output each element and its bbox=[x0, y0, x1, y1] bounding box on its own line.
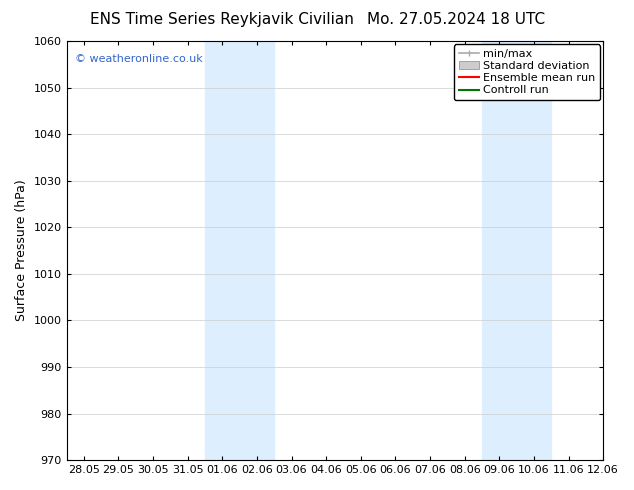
Text: © weatheronline.co.uk: © weatheronline.co.uk bbox=[75, 53, 202, 64]
Bar bbox=[205, 41, 275, 460]
Y-axis label: Surface Pressure (hPa): Surface Pressure (hPa) bbox=[15, 180, 28, 321]
Text: Mo. 27.05.2024 18 UTC: Mo. 27.05.2024 18 UTC bbox=[368, 12, 545, 27]
Legend: min/max, Standard deviation, Ensemble mean run, Controll run: min/max, Standard deviation, Ensemble me… bbox=[454, 45, 600, 100]
Bar bbox=[482, 41, 551, 460]
Text: ENS Time Series Reykjavik Civilian: ENS Time Series Reykjavik Civilian bbox=[90, 12, 354, 27]
